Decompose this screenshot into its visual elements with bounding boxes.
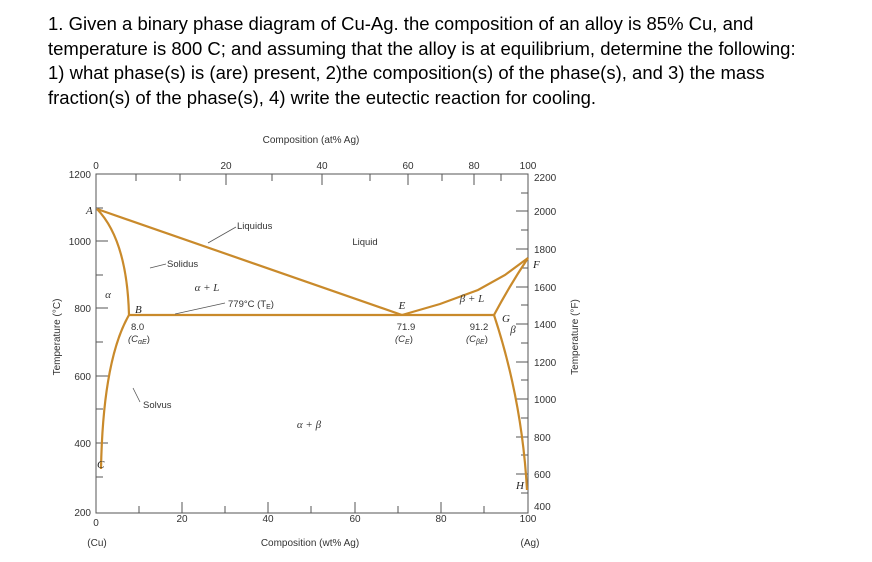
- label-solidus: Solidus: [167, 259, 198, 270]
- question-line-1: 1. Given a binary phase diagram of Cu-Ag…: [48, 13, 754, 34]
- top-tick-20: 20: [220, 161, 232, 172]
- right-axis-ticks: [516, 192, 528, 494]
- alpha-eutectic-composition: 8.0: [131, 322, 144, 333]
- left-tick-800: 800: [74, 304, 91, 315]
- region-alpha-plus-beta: α + β: [297, 419, 322, 431]
- eutectic-composition: 71.9: [397, 322, 416, 333]
- region-alpha-plus-liquid: α + L: [195, 282, 220, 294]
- left-tick-1200: 1200: [69, 170, 92, 181]
- solidus-line-alpha: [96, 208, 131, 316]
- bottom-tick-0: 0: [93, 518, 99, 529]
- plot-frame: [95, 173, 529, 514]
- bottom-axis-title: Composition (wt% Ag): [261, 538, 359, 549]
- eutectic-composition-symbol: (CE): [395, 334, 413, 346]
- top-axis-title: Composition (at% Ag): [263, 135, 360, 146]
- bottom-tick-40: 40: [262, 514, 274, 525]
- region-beta-plus-liquid: β + L: [459, 293, 485, 305]
- right-tick-400: 400: [534, 502, 551, 513]
- region-liquid: Liquid: [352, 237, 377, 248]
- label-liquidus: Liquidus: [237, 221, 273, 232]
- solvus-line-beta: [492, 314, 529, 491]
- left-tick-1000: 1000: [69, 237, 92, 248]
- bottom-tick-20: 20: [176, 514, 188, 525]
- beta-eutectic-symbol: (CβE): [466, 334, 488, 346]
- point-g: G: [502, 313, 510, 325]
- top-tick-80: 80: [468, 161, 480, 172]
- left-tick-600: 600: [74, 372, 91, 383]
- top-axis-ticks: [135, 174, 502, 185]
- bottom-tick-100: 100: [520, 514, 537, 525]
- bottom-end-cu: (Cu): [87, 538, 106, 549]
- bottom-end-ag: (Ag): [521, 538, 540, 549]
- right-tick-2200: 2200: [534, 173, 557, 184]
- point-c: C: [97, 459, 105, 471]
- point-f: F: [532, 259, 540, 271]
- liquidus-line-left: [96, 207, 403, 317]
- top-tick-0: 0: [93, 161, 99, 172]
- right-tick-1200: 1200: [534, 358, 557, 369]
- solidus-line-beta: [493, 257, 529, 316]
- right-tick-800: 800: [534, 433, 551, 444]
- phase-boundaries: [96, 207, 529, 491]
- left-axis-title: Temperature (°C): [52, 299, 63, 376]
- question-line-4: fraction(s) of the phase(s), 4) write th…: [48, 86, 597, 108]
- left-axis-ticks: [96, 207, 108, 478]
- eutectic-temperature-label: 779°C (TE): [228, 299, 274, 311]
- right-tick-1000: 1000: [534, 395, 557, 406]
- question-text: 1. Given a binary phase diagram of Cu-Ag…: [48, 12, 858, 110]
- region-alpha: α: [105, 289, 111, 301]
- alpha-eutectic-symbol: (CαE): [128, 334, 150, 346]
- left-tick-200: 200: [74, 508, 91, 519]
- top-tick-40: 40: [316, 161, 328, 172]
- solvus-line-alpha: [99, 314, 130, 470]
- label-solvus: Solvus: [143, 400, 172, 411]
- right-tick-1600: 1600: [534, 283, 557, 294]
- bottom-tick-80: 80: [435, 514, 447, 525]
- question-line-2: temperature is 800 C; and assuming that …: [48, 37, 796, 59]
- right-axis-title: Temperature (°F): [570, 299, 581, 375]
- left-tick-400: 400: [74, 439, 91, 450]
- top-tick-60: 60: [402, 161, 414, 172]
- right-tick-1400: 1400: [534, 320, 557, 331]
- leader-lines: [132, 226, 237, 403]
- right-tick-1800: 1800: [534, 245, 557, 256]
- right-tick-2000: 2000: [534, 207, 557, 218]
- point-e: E: [398, 300, 406, 312]
- question-line-3: 1) what phase(s) is (are) present, 2)the…: [48, 62, 765, 83]
- beta-eutectic-composition: 91.2: [470, 322, 489, 333]
- liquidus-line-right: [401, 257, 529, 317]
- top-tick-100: 100: [520, 161, 537, 172]
- bottom-tick-60: 60: [349, 514, 361, 525]
- point-a: A: [85, 205, 93, 217]
- point-b: B: [135, 304, 142, 316]
- region-beta: β: [509, 324, 516, 336]
- right-tick-600: 600: [534, 470, 551, 481]
- bottom-axis-ticks: [138, 502, 485, 513]
- point-h: H: [515, 480, 525, 492]
